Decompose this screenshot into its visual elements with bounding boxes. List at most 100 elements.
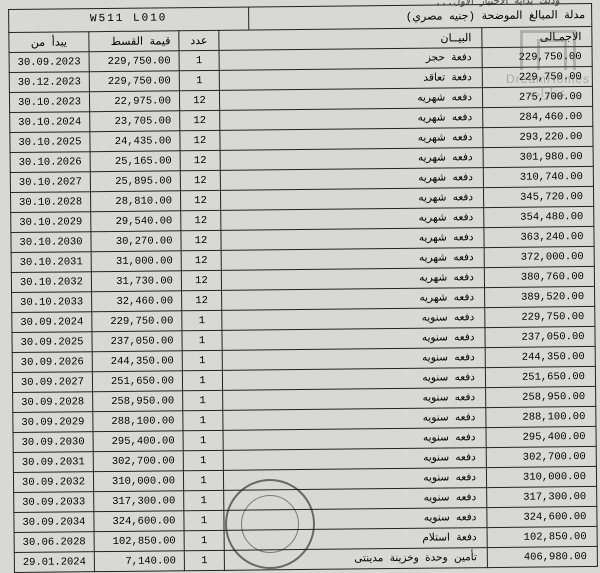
cell-date: 30.09.2031 <box>13 452 93 473</box>
cell-installment: 295,400.00 <box>93 431 183 452</box>
cell-installment: 302,700.00 <box>93 451 183 472</box>
cell-count: 1 <box>183 450 223 470</box>
cell-count: 1 <box>182 330 222 350</box>
cell-count: 1 <box>183 470 223 490</box>
cell-count: 1 <box>179 70 219 90</box>
cell-total: 389,520.00 <box>485 286 595 307</box>
cell-desc: دفعه سنويه <box>223 428 486 451</box>
cell-desc: دفعه شهريه <box>221 228 484 251</box>
cell-date: 30.09.2027 <box>12 372 92 393</box>
cell-installment: 29,540.00 <box>91 211 181 232</box>
cell-date: 30.09.2024 <box>12 312 92 333</box>
cell-date: 29.01.2024 <box>14 552 94 573</box>
top-scrawl-text: وذلك بداية الاختيار الاول... <box>435 0 560 9</box>
cell-desc: دفعه شهريه <box>220 108 483 131</box>
cell-count: 12 <box>180 130 220 150</box>
col-header-count: عدد <box>179 30 219 50</box>
cell-count: 1 <box>182 350 222 370</box>
cell-desc: دفعه سنويه <box>223 408 486 431</box>
cell-date: 30.09.2032 <box>13 472 93 493</box>
cell-date: 30.09.2033 <box>14 492 94 513</box>
cell-date: 30.10.2025 <box>10 132 90 153</box>
cell-count: 1 <box>184 490 224 510</box>
cell-total: 324,600.00 <box>487 506 597 527</box>
cell-count: 12 <box>179 90 219 110</box>
cell-date: 30.10.2026 <box>10 152 90 173</box>
cell-installment: 30,270.00 <box>91 231 181 252</box>
cell-total: 275,700.00 <box>482 86 592 107</box>
cell-total: 372,000.00 <box>484 246 594 267</box>
cell-date: 30.09.2026 <box>12 352 92 373</box>
cell-date: 30.09.2023 <box>9 52 89 73</box>
cell-desc: دفعه شهريه <box>221 208 484 231</box>
cell-total: 251,650.00 <box>485 366 595 387</box>
cell-desc: دفعه سنويه <box>222 328 485 351</box>
cell-desc: دفعه سنويه <box>224 488 487 511</box>
cell-desc: دفعه سنويه <box>223 388 486 411</box>
cell-installment: 22,975.00 <box>89 91 179 112</box>
cell-count: 12 <box>181 250 221 270</box>
cell-count: 1 <box>183 410 223 430</box>
cell-installment: 237,050.00 <box>92 331 182 352</box>
cell-count: 1 <box>184 550 224 570</box>
cell-count: 1 <box>182 310 222 330</box>
cell-count: 12 <box>180 150 220 170</box>
cell-installment: 7,140.00 <box>94 551 184 572</box>
payments-table: يبدأ من قيمة القسط عدد البيــان الاجمـال… <box>8 26 598 573</box>
cell-desc: دفعه سنويه <box>223 468 486 491</box>
cell-date: 30.06.2028 <box>14 532 94 553</box>
cell-count: 12 <box>181 210 221 230</box>
cell-total: 229,750.00 <box>482 46 592 67</box>
cell-installment: 32,460.00 <box>92 291 182 312</box>
cell-total: 345,720.00 <box>483 186 593 207</box>
cell-date: 30.09.2034 <box>14 512 94 533</box>
cell-count: 12 <box>182 290 222 310</box>
col-header-total: الاجمـالى <box>482 26 592 47</box>
header-title: مدلة المبالغ الموضحة (جنيه مصري) <box>249 4 591 30</box>
cell-count: 1 <box>183 430 223 450</box>
cell-installment: 244,350.00 <box>92 351 182 372</box>
cell-installment: 229,750.00 <box>89 71 179 92</box>
col-header-desc: البيــان <box>219 28 482 51</box>
cell-desc: دفعه شهريه <box>222 288 485 311</box>
cell-total: 295,400.00 <box>486 426 596 447</box>
cell-installment: 229,750.00 <box>92 311 182 332</box>
cell-count: 1 <box>184 510 224 530</box>
cell-installment: 251,650.00 <box>92 371 182 392</box>
cell-installment: 31,000.00 <box>91 251 181 272</box>
cell-count: 12 <box>180 110 220 130</box>
cell-count: 1 <box>184 530 224 550</box>
cell-total: 258,950.00 <box>486 386 596 407</box>
cell-desc: دفعة حجز <box>219 48 482 71</box>
cell-desc: دفعه سنويه <box>224 508 487 531</box>
cell-total: 284,460.00 <box>483 106 593 127</box>
col-header-date: يبدأ من <box>9 32 89 53</box>
cell-total: 288,100.00 <box>486 406 596 427</box>
cell-installment: 258,950.00 <box>93 391 183 412</box>
cell-date: 30.10.2027 <box>10 172 90 193</box>
cell-date: 30.10.2023 <box>9 92 89 113</box>
cell-total: 229,750.00 <box>485 306 595 327</box>
cell-date: 30.09.2028 <box>13 392 93 413</box>
cell-total: 229,750.00 <box>482 66 592 87</box>
cell-desc: دفعه شهريه <box>220 148 483 171</box>
cell-desc: دفعة تعاقد <box>219 68 482 91</box>
cell-desc: دفعه شهريه <box>220 128 483 151</box>
cell-installment: 24,435.00 <box>90 131 180 152</box>
cell-total: 244,350.00 <box>485 346 595 367</box>
cell-installment: 23,705.00 <box>90 111 180 132</box>
cell-date: 30.10.2028 <box>11 192 91 213</box>
cell-count: 12 <box>180 190 220 210</box>
cell-total: 310,000.00 <box>486 466 596 487</box>
cell-date: 30.10.2030 <box>11 232 91 253</box>
cell-total: 237,050.00 <box>485 326 595 347</box>
cell-date: 30.12.2023 <box>9 72 89 93</box>
cell-desc: دفعه سنويه <box>223 448 486 471</box>
cell-total: 406,980.00 <box>487 546 597 567</box>
cell-installment: 324,600.00 <box>94 511 184 532</box>
col-header-installment: قيمة القسط <box>89 31 179 52</box>
cell-desc: تأمين وحدة وخزينة مدينتى <box>224 548 487 571</box>
cell-desc: دفعه شهريه <box>219 88 482 111</box>
cell-count: 12 <box>181 230 221 250</box>
cell-total: 380,760.00 <box>484 266 594 287</box>
